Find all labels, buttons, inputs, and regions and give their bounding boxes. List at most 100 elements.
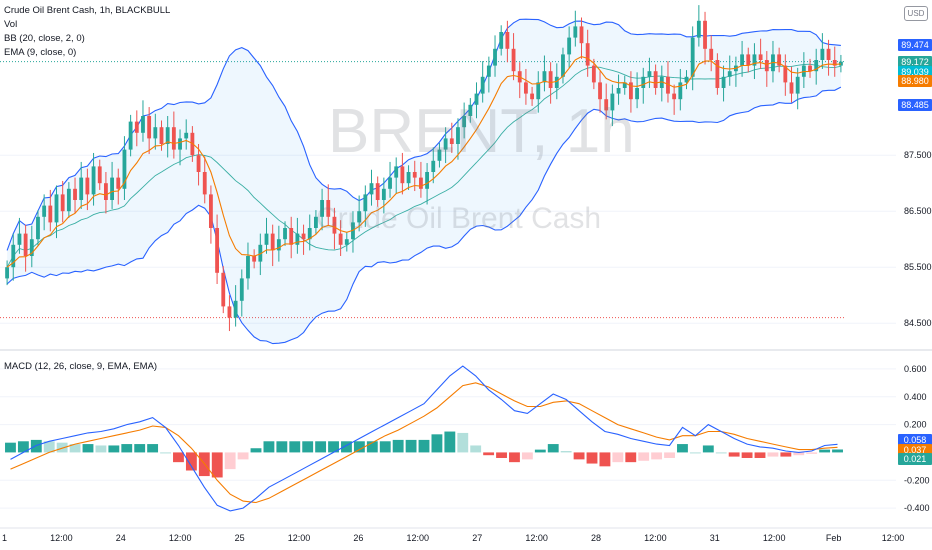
histogram-bar	[521, 452, 533, 460]
histogram-bar	[457, 432, 469, 453]
candle	[777, 47, 782, 73]
y-tick-label: 84.500	[904, 318, 932, 328]
histogram-bar	[483, 452, 495, 456]
candle	[795, 67, 800, 110]
candle	[462, 102, 467, 139]
candle	[474, 82, 479, 119]
histogram-bar	[237, 452, 249, 460]
x-tick-label: 28	[591, 533, 601, 543]
histogram-bar	[702, 445, 714, 453]
histogram-bar	[108, 445, 120, 453]
histogram-bar	[379, 441, 391, 453]
bollinger-legend[interactable]: BB (20, close, 2, 0)	[4, 33, 85, 44]
candle	[5, 260, 10, 286]
histogram-bar	[741, 452, 753, 458]
candle	[233, 285, 238, 327]
candle	[752, 43, 757, 80]
histogram-bar	[431, 434, 443, 453]
x-tick-label: 12:00	[288, 533, 311, 543]
candle	[153, 113, 158, 150]
candle	[690, 26, 695, 91]
candle	[344, 232, 349, 252]
histogram-bar	[147, 444, 159, 453]
candle	[536, 71, 541, 113]
macd-y-tick-label: -0.200	[904, 475, 930, 485]
chart-title[interactable]: Crude Oil Brent Cash, 1h, BLACKBULL	[4, 5, 171, 16]
x-tick-label: 12:00	[763, 533, 786, 543]
histogram-bar	[302, 441, 314, 453]
candle	[103, 172, 108, 214]
x-tick-label: 24	[116, 533, 126, 543]
candle	[116, 168, 121, 205]
price-tag: 89.172	[898, 55, 932, 68]
candle	[239, 269, 244, 317]
histogram-bar	[780, 452, 792, 457]
histogram-bar	[586, 452, 598, 464]
x-tick-label: Feb	[826, 533, 842, 543]
candle	[703, 11, 707, 65]
candle	[486, 56, 491, 93]
macd-y-tick-label: 0.400	[904, 392, 927, 402]
watermark-name: Crude Oil Brent Cash	[316, 202, 602, 235]
macd-tag: 0.058	[898, 434, 932, 447]
volume-legend[interactable]: Vol	[4, 19, 18, 30]
candle	[647, 57, 652, 88]
bb-lower-line	[6, 86, 842, 345]
candle	[29, 225, 34, 268]
candle	[301, 224, 306, 255]
candle	[202, 156, 207, 204]
candle	[406, 165, 411, 190]
macd-legend[interactable]: MACD (12, 26, close, 9, EMA, EMA)	[4, 361, 158, 372]
candle	[122, 136, 127, 200]
candle	[684, 70, 689, 90]
candle	[641, 67, 646, 104]
candle	[740, 40, 745, 77]
candle	[42, 194, 47, 231]
histogram-bar	[224, 452, 236, 470]
candle	[715, 53, 720, 95]
histogram-bar	[573, 452, 585, 460]
candle	[400, 152, 405, 195]
x-tick-label: 25	[235, 533, 245, 543]
histogram-bar	[173, 452, 184, 463]
candle	[443, 127, 448, 164]
histogram-bar	[185, 452, 197, 471]
histogram-bar	[211, 452, 223, 478]
candle	[573, 10, 578, 47]
axes: 84.500 85.500 86.500 87.500 0.600 0.400 0.200 -…	[2, 150, 932, 543]
candle	[449, 122, 454, 153]
histogram-bar	[392, 439, 404, 453]
histogram-bar	[806, 452, 818, 454]
x-tick-label: 12:00	[169, 533, 192, 543]
ema-legend[interactable]: EMA (9, close, 0)	[4, 47, 77, 58]
candle	[709, 35, 714, 72]
candle	[313, 210, 318, 235]
candle	[721, 65, 726, 102]
histogram-bar	[599, 452, 611, 467]
currency-button[interactable]: USD	[904, 6, 928, 21]
candle	[184, 119, 189, 150]
histogram-bar	[767, 452, 779, 457]
histogram-bar	[250, 448, 262, 453]
watermark-symbol: BRENT, 1h	[328, 97, 635, 166]
candle	[270, 224, 275, 267]
histogram-bar	[560, 451, 572, 453]
candle	[221, 266, 226, 314]
histogram-bar	[444, 431, 456, 453]
candle	[832, 46, 837, 77]
candle	[134, 110, 139, 147]
candle	[394, 157, 399, 194]
candle	[511, 33, 516, 81]
price-tag: 89.039	[898, 66, 932, 79]
candle	[635, 72, 640, 109]
candle	[437, 142, 442, 168]
candle	[826, 39, 831, 76]
candle	[97, 159, 102, 190]
histogram-bar	[754, 452, 766, 458]
histogram-bar	[715, 452, 727, 454]
candle	[505, 20, 510, 63]
candle	[468, 98, 473, 123]
histogram-bar	[5, 442, 16, 453]
